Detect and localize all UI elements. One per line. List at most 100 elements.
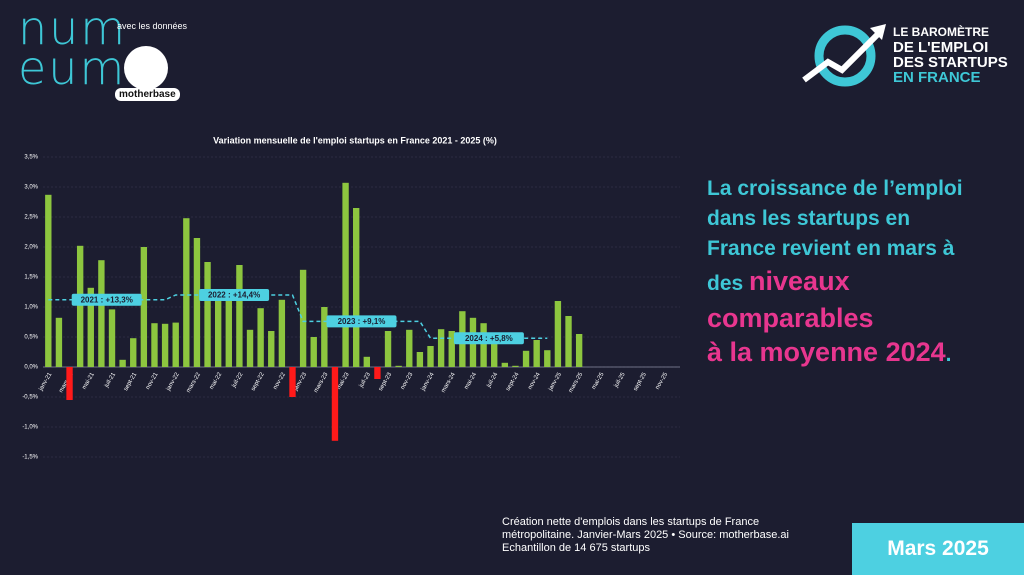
bar xyxy=(353,208,360,367)
bar xyxy=(565,316,572,367)
brand-line: eum xyxy=(18,41,127,95)
x-tick-label: juil-21 xyxy=(103,371,117,389)
bar xyxy=(193,238,201,367)
x-tick-label: sept-24 xyxy=(505,371,521,392)
x-tick-label: mai-24 xyxy=(464,371,479,390)
barometer-line: DES STARTUPS xyxy=(893,54,1008,71)
headline-end: . xyxy=(945,343,952,366)
bar xyxy=(384,331,392,367)
annotation: 2021 : +13,3% xyxy=(81,295,133,304)
bar xyxy=(416,352,424,367)
bar xyxy=(437,329,445,367)
x-tick-label: nov-23 xyxy=(400,371,415,390)
x-tick-label: mars-22 xyxy=(186,371,203,394)
x-tick-label: juil-22 xyxy=(231,371,245,389)
x-tick-label: nov-21 xyxy=(145,371,160,390)
y-tick-label: -1,0% xyxy=(22,425,38,431)
headline-line: La croissance de l’emploi xyxy=(707,177,963,200)
bar xyxy=(45,194,52,367)
bar xyxy=(310,337,317,367)
icon-arrow-head xyxy=(870,24,886,40)
bar xyxy=(225,295,232,367)
bar xyxy=(161,323,169,367)
bar xyxy=(544,350,551,367)
barometer-line: DE L'EMPLOI xyxy=(893,39,989,56)
period-badge: Mars 2025 xyxy=(852,523,1024,575)
footnote-line: Création nette d'emplois dans les startu… xyxy=(502,516,760,528)
icon-ring xyxy=(814,25,876,87)
footnote: Création nette d'emplois dans les startu… xyxy=(502,516,789,555)
bar xyxy=(342,182,349,367)
bar xyxy=(172,322,179,367)
x-tick-label: sept-22 xyxy=(251,371,267,392)
x-tick-label: sept-21 xyxy=(123,371,139,392)
bar xyxy=(575,334,583,367)
brand-line: num xyxy=(18,1,128,55)
barometer-line: LE BAROMÈTRE xyxy=(893,25,989,39)
headline-line: dans les startups en xyxy=(707,207,911,230)
bar xyxy=(108,309,116,367)
partner-intro: avec les données xyxy=(117,21,188,31)
bar xyxy=(66,367,73,400)
annotation-box xyxy=(326,315,397,328)
x-tick-label: juil-23 xyxy=(358,371,372,389)
y-tick-label: 0,5% xyxy=(24,335,38,341)
bar xyxy=(87,287,94,367)
footnote-line: métropolitaine. Janvier-Mars 2025 • Sour… xyxy=(502,529,789,541)
bar xyxy=(140,247,148,367)
x-tick-label: mars-23 xyxy=(313,371,330,394)
x-tick-label: nov-25 xyxy=(655,371,670,390)
bar xyxy=(480,323,487,367)
x-tick-label: janv-21 xyxy=(38,371,54,392)
bar xyxy=(406,329,413,367)
headline-highlight: comparables xyxy=(707,303,874,333)
headline: La croissance de l’emploi dans les start… xyxy=(707,174,963,372)
y-tick-label: 2,0% xyxy=(24,245,38,251)
brand-logo: num eum xyxy=(18,1,128,95)
annotation-box xyxy=(453,332,524,345)
chart: Variation mensuelle de l'emploi startups… xyxy=(22,135,680,461)
headline-line: France revient en mars à xyxy=(707,237,955,260)
bar xyxy=(395,365,402,367)
chart-title: Variation mensuelle de l'emploi startups… xyxy=(213,135,497,145)
y-tick-label: -0,5% xyxy=(22,395,38,401)
x-tick-label: mai-25 xyxy=(591,371,606,390)
bar xyxy=(151,323,158,367)
annotation: 2023 : +9,1% xyxy=(338,317,386,326)
x-tick-label: mars-25 xyxy=(568,371,585,394)
x-tick-label: mai-21 xyxy=(82,371,97,390)
x-tick-label: janv-22 xyxy=(165,371,181,392)
bar xyxy=(257,308,264,367)
bar xyxy=(448,331,455,367)
x-tick-label: mars-24 xyxy=(441,371,458,394)
y-tick-label: -1,5% xyxy=(22,455,38,461)
x-tick-label: juil-25 xyxy=(613,371,627,389)
bar xyxy=(491,343,498,367)
bar xyxy=(374,367,381,379)
bar xyxy=(299,269,307,367)
annotation-box xyxy=(71,293,142,306)
barometer-icon xyxy=(802,24,886,87)
bar xyxy=(98,260,105,367)
x-tick-label: janv-24 xyxy=(420,371,436,392)
bar xyxy=(321,307,328,367)
x-tick-label: janv-25 xyxy=(547,371,563,392)
bar xyxy=(246,329,254,367)
annotation: 2022 : +14,4% xyxy=(208,291,260,300)
barometer-line: EN FRANCE xyxy=(893,69,981,86)
bar xyxy=(183,218,190,367)
y-tick-label: 0,0% xyxy=(24,365,38,371)
partner-name: motherbase xyxy=(115,88,180,101)
bar xyxy=(554,301,562,367)
barometer-title: LE BAROMÈTRE DE L'EMPLOI DES STARTUPS EN… xyxy=(893,25,1008,85)
annotation-box xyxy=(199,289,270,301)
bar xyxy=(268,331,275,367)
y-tick-label: 1,5% xyxy=(24,275,38,281)
bar xyxy=(522,350,530,367)
x-tick-label: nov-24 xyxy=(527,371,542,390)
bar xyxy=(76,245,84,367)
x-tick-label: juil-24 xyxy=(486,371,500,389)
x-tick-label: mai-23 xyxy=(336,371,351,390)
bar xyxy=(119,359,126,367)
headline-lead: des xyxy=(707,272,744,295)
